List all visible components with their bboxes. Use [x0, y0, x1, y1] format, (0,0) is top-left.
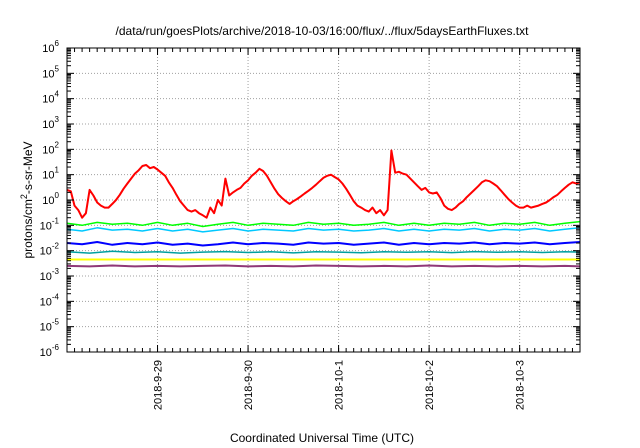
grid-lines	[67, 48, 580, 352]
y-tick-label: 104	[42, 90, 59, 106]
y-axis-label-before: protons/cm	[21, 199, 35, 258]
y-tick-label: 10-6	[40, 343, 60, 359]
y-tick-label: 10-3	[40, 267, 60, 283]
y-axis-label-after: -s-sr-MeV	[21, 141, 35, 194]
y-axis-label-sup: 2	[19, 194, 29, 199]
y-tick-labels: 10-6 10-5 10-4 10-3 10-2 10-1 100 101 102 103 104 1…	[40, 39, 60, 359]
y-tick-label: 10-5	[40, 318, 60, 334]
y-tick-label: 100	[42, 191, 59, 207]
y-axis-label: protons/cm2-s-sr-MeV	[19, 141, 35, 258]
plot-frame	[66, 47, 581, 353]
series-line-0	[66, 149, 581, 219]
y-tick-label: 105	[42, 64, 59, 80]
y-tick-label: 102	[42, 140, 59, 156]
series-line-3	[66, 241, 581, 247]
x-tick-label: 2018-10-1	[334, 360, 346, 410]
y-tick-label: 103	[42, 115, 59, 131]
y-tick-label: 10-2	[40, 242, 60, 258]
x-tick-label: 2018-9-30	[243, 360, 255, 410]
y-tick-label: 10-4	[40, 292, 60, 308]
x-tick-label: 2018-10-3	[515, 360, 527, 410]
axis-ticks	[66, 47, 581, 353]
series-line-6	[66, 264, 581, 268]
series-line-4	[66, 250, 581, 254]
x-axis-label: Coordinated Universal Time (UTC)	[230, 431, 414, 445]
y-tick-label: 101	[42, 166, 59, 182]
x-tick-label: 2018-10-2	[424, 360, 436, 410]
series-line-2	[66, 227, 581, 233]
x-tick-labels: 2018-9-29 2018-9-30 2018-10-1 2018-10-2 2018…	[153, 360, 527, 410]
y-tick-label: 10-1	[40, 216, 60, 232]
y-tick-label: 106	[42, 39, 59, 55]
data-series	[66, 149, 581, 268]
x-tick-label: 2018-9-29	[153, 360, 165, 410]
series-line-1	[66, 220, 581, 228]
chart-title: /data/run/goesPlots/archive/2018-10-03/1…	[116, 24, 530, 38]
